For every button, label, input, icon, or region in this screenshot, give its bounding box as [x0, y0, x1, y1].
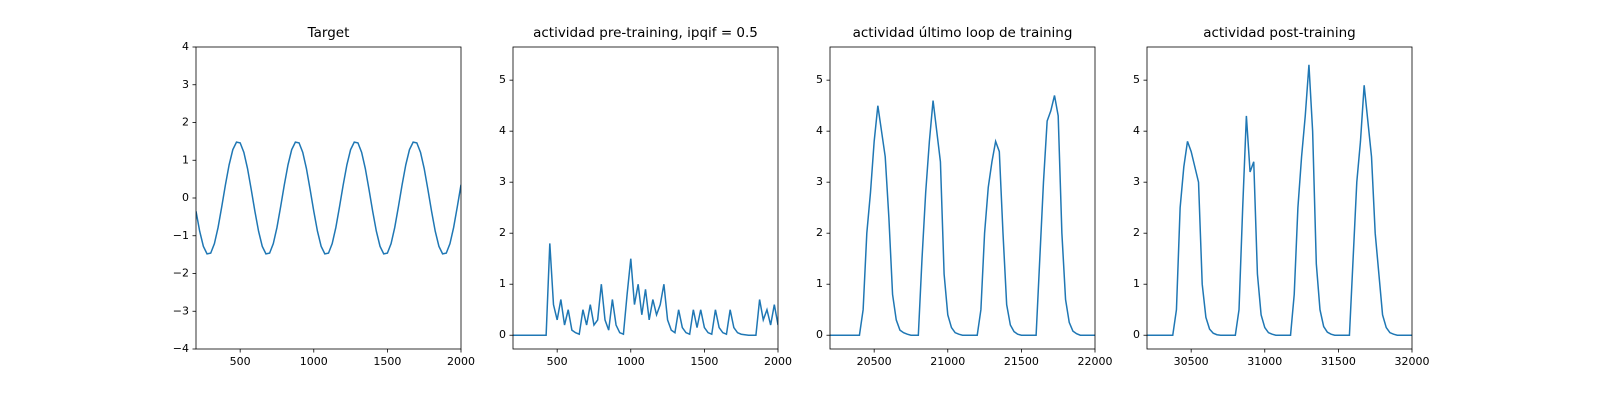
axes-frame [512, 46, 779, 350]
y-tick-label: −2 [173, 267, 189, 280]
x-tick-label: 2000 [764, 355, 792, 368]
axes-frame [829, 46, 1096, 350]
y-tick-label: 4 [499, 124, 506, 137]
line [1147, 64, 1412, 336]
y-tick-label: 4 [816, 124, 823, 137]
axes-frame [1146, 46, 1413, 350]
y-tick-label: 5 [499, 73, 506, 86]
y-tick-label: 2 [1133, 226, 1140, 239]
y-tick-label: −4 [173, 342, 189, 355]
x-tick-label: 22000 [1078, 355, 1113, 368]
y-tick-label: −1 [173, 229, 189, 242]
x-tick-label: 20500 [857, 355, 892, 368]
y-tick-label: 2 [499, 226, 506, 239]
x-tick-label: 1500 [373, 355, 401, 368]
x-tick-label: 500 [547, 355, 568, 368]
y-tick-label: 3 [816, 175, 823, 188]
y-tick-label: 4 [1133, 124, 1140, 137]
subplot-title: actividad post-training [1203, 25, 1356, 41]
y-tick-label: 4 [182, 40, 189, 53]
y-tick-label: 1 [1133, 277, 1140, 290]
x-tick-label: 32000 [1395, 355, 1430, 368]
x-tick-label: 31000 [1247, 355, 1282, 368]
x-tick-label: 31500 [1321, 355, 1356, 368]
y-tick-label: 0 [499, 328, 506, 341]
x-tick-label: 1000 [300, 355, 328, 368]
y-tick-label: 0 [182, 191, 189, 204]
plot-area [196, 141, 461, 255]
y-tick-label: 1 [816, 277, 823, 290]
x-tick-label: 21000 [930, 355, 965, 368]
y-tick-label: 5 [816, 73, 823, 86]
y-tick-label: 3 [182, 78, 189, 91]
x-tick-label: 1000 [617, 355, 645, 368]
x-tick-label: 1500 [690, 355, 718, 368]
subplot-title: Target [307, 25, 350, 41]
x-tick-label: 2000 [447, 355, 475, 368]
x-tick-label: 21500 [1004, 355, 1039, 368]
y-tick-label: −3 [173, 304, 189, 317]
y-tick-label: 0 [816, 328, 823, 341]
axes-frame [195, 46, 462, 350]
plot-area [1147, 64, 1412, 336]
x-tick-label: 30500 [1174, 355, 1209, 368]
y-tick-label: 1 [499, 277, 506, 290]
y-tick-label: 2 [182, 116, 189, 129]
subplot-title: actividad último loop de training [853, 25, 1073, 41]
y-tick-label: 2 [816, 226, 823, 239]
plot-area [830, 95, 1095, 336]
y-tick-label: 3 [1133, 175, 1140, 188]
subplot: Target 500 1000 1500 2000 −4 −3 −2 −1 0 1 2 3 4 [173, 25, 475, 368]
plot-area [513, 243, 778, 336]
line [513, 243, 778, 336]
x-tick-label: 500 [230, 355, 251, 368]
subplot-title: actividad pre-training, ipqif = 0.5 [533, 25, 758, 41]
line [830, 95, 1095, 336]
y-tick-label: 0 [1133, 328, 1140, 341]
y-tick-label: 5 [1133, 73, 1140, 86]
y-tick-label: 3 [499, 175, 506, 188]
y-tick-label: 1 [182, 153, 189, 166]
line [196, 141, 461, 255]
